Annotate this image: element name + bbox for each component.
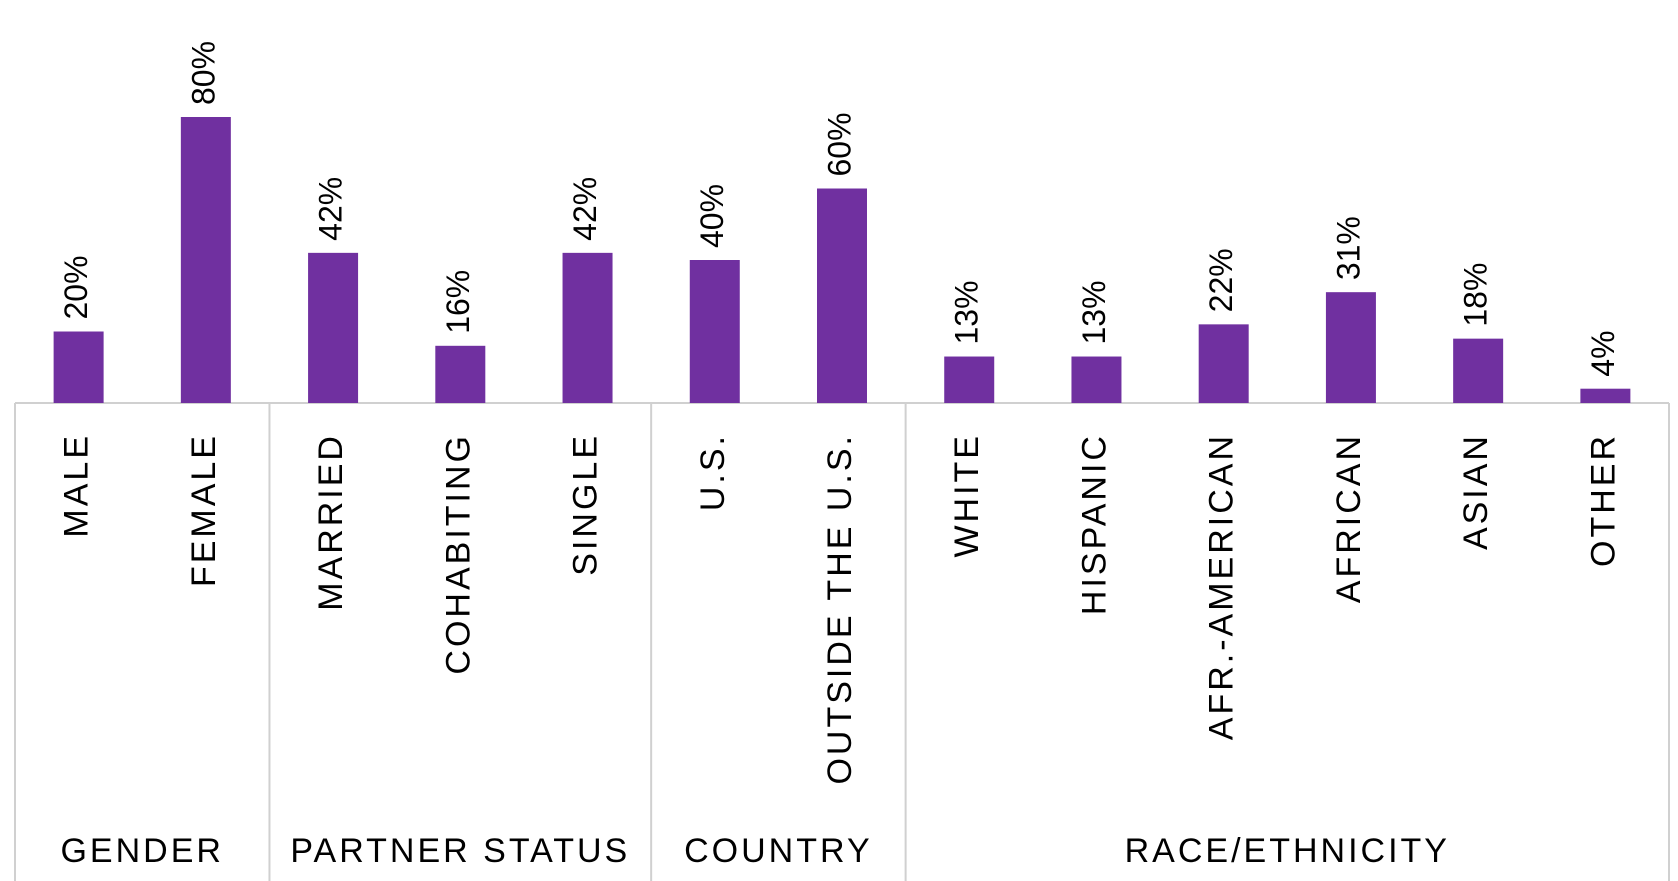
bar <box>180 117 231 403</box>
category-label: FEMALE <box>185 433 223 587</box>
bar <box>1453 338 1504 403</box>
value-label: 20% <box>58 255 94 319</box>
bar <box>562 252 613 403</box>
value-label: 16% <box>440 270 476 334</box>
bar <box>53 331 104 403</box>
value-label: 42% <box>313 177 349 241</box>
bar <box>1071 356 1122 403</box>
bar <box>1325 292 1376 403</box>
category-label: AFR.-AMERICAN <box>1203 433 1241 740</box>
category-label: AFRICAN <box>1330 433 1368 603</box>
group-label: PARTNER STATUS <box>290 832 630 870</box>
group-label: GENDER <box>60 832 223 870</box>
bar <box>435 345 486 403</box>
group-label: RACE/ETHNICITY <box>1125 832 1450 870</box>
category-label: HISPANIC <box>1075 433 1113 615</box>
category-label: ASIAN <box>1457 433 1495 550</box>
value-label: 4% <box>1585 330 1621 376</box>
value-label: 40% <box>694 184 730 248</box>
value-label: 42% <box>567 177 603 241</box>
value-label: 80% <box>185 41 221 105</box>
category-label: OUTSIDE THE U.S. <box>821 433 859 785</box>
bar <box>308 252 359 403</box>
category-label: MARRIED <box>312 433 350 611</box>
bar <box>689 260 740 403</box>
group-label: COUNTRY <box>684 832 873 870</box>
value-label: 18% <box>1458 263 1494 327</box>
category-label: MALE <box>58 433 96 538</box>
category-label: WHITE <box>948 433 986 558</box>
value-label: 22% <box>1203 248 1239 312</box>
value-label: 31% <box>1330 216 1366 280</box>
value-label: 13% <box>1076 280 1112 344</box>
bar <box>1580 388 1631 403</box>
value-label: 60% <box>821 112 857 176</box>
category-label: COHABITING <box>439 433 477 675</box>
bar <box>944 356 995 403</box>
bar <box>1198 324 1249 403</box>
category-label: OTHER <box>1584 433 1622 567</box>
category-label: SINGLE <box>567 433 605 576</box>
category-label: U.S. <box>694 433 732 511</box>
bar <box>817 188 867 403</box>
value-label: 13% <box>949 280 985 344</box>
